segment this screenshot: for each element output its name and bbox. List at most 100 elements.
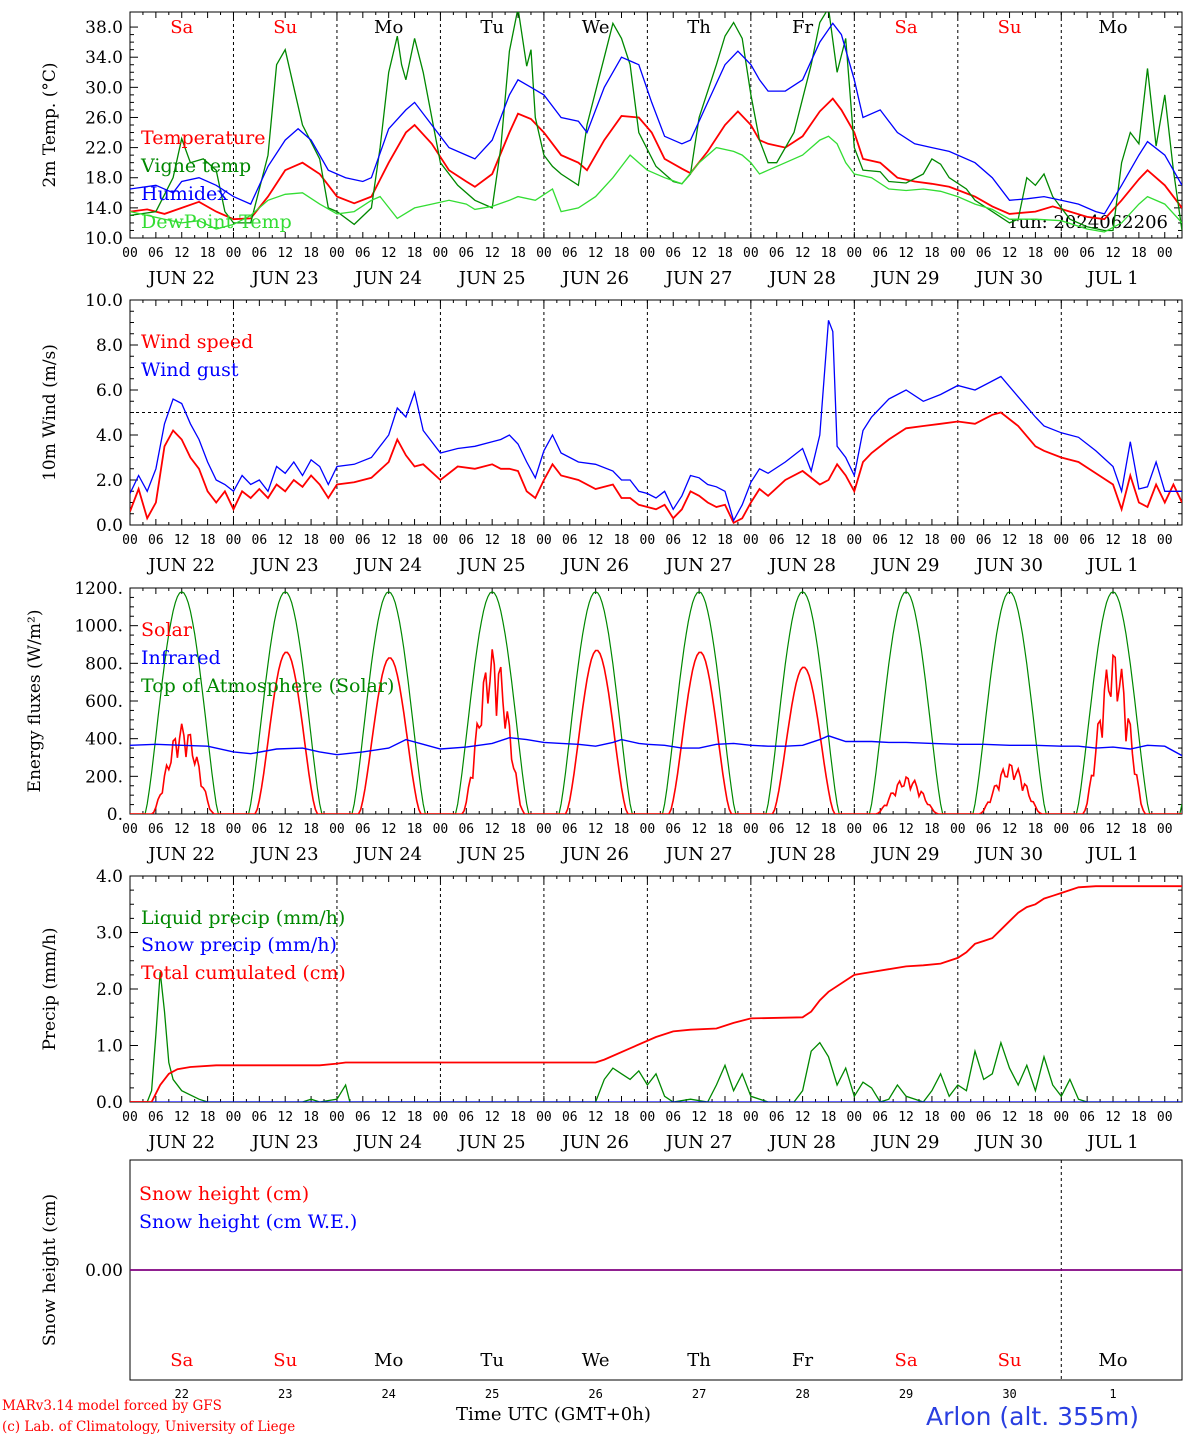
y-tick-label: 0.0	[96, 516, 123, 536]
date-label: JUN 29	[871, 844, 940, 865]
hour-tick-label: 06	[148, 822, 164, 837]
hour-tick-label: 00	[122, 533, 138, 548]
y-tick-label: 10.0	[85, 229, 123, 249]
day-number-label: 24	[381, 1387, 395, 1401]
hour-tick-label: 18	[200, 822, 216, 837]
legend-entry: Liquid precip (mm/h)	[141, 907, 345, 929]
hour-tick-label: 00	[329, 246, 345, 261]
date-label: JUN 27	[664, 844, 733, 865]
hour-tick-label: 12	[1002, 1110, 1018, 1125]
hour-tick-label: 12	[484, 1110, 500, 1125]
hour-tick-label: 06	[355, 246, 371, 261]
hour-tick-label: 18	[407, 822, 423, 837]
hour-tick-label: 12	[277, 533, 293, 548]
hour-tick-label: 12	[1002, 822, 1018, 837]
day-number-label: 27	[692, 1387, 706, 1401]
weekday-label: Tu	[480, 17, 504, 38]
hour-tick-label: 12	[588, 1110, 604, 1125]
date-label: JUN 25	[457, 555, 526, 576]
series-solar-line	[130, 649, 1182, 814]
legend-entry: Snow precip (mm/h)	[141, 934, 337, 956]
hour-tick-label: 12	[381, 533, 397, 548]
date-label: JUN 28	[767, 844, 836, 865]
weekday-label: Tu	[480, 1350, 504, 1371]
run-label: run: 2024062206	[1010, 212, 1168, 233]
date-label: JUN 23	[250, 268, 319, 289]
series-toa-solar-line	[130, 591, 1182, 814]
hour-tick-label: 18	[821, 1110, 837, 1125]
day-number-label: 23	[278, 1387, 292, 1401]
date-label: JUN 29	[871, 268, 940, 289]
hour-tick-label: 18	[1131, 533, 1147, 548]
hour-tick-label: 12	[795, 822, 811, 837]
weekday-label: Fr	[792, 1350, 813, 1371]
weekday-label: Mo	[1098, 1350, 1127, 1371]
hour-tick-label: 00	[1053, 246, 1069, 261]
hour-tick-label: 18	[924, 1110, 940, 1125]
date-label: JUN 24	[353, 268, 422, 289]
hour-tick-label: 06	[665, 822, 681, 837]
weekday-label: Th	[687, 17, 711, 38]
hour-tick-label: 06	[562, 822, 578, 837]
y-tick-label: 0.0	[96, 1093, 123, 1113]
weekday-label: Fr	[792, 17, 813, 38]
hour-tick-label: 00	[226, 822, 242, 837]
y-axis-label: Snow height (cm)	[40, 1194, 60, 1346]
hour-tick-label: 00	[536, 246, 552, 261]
hour-tick-label: 18	[1028, 246, 1044, 261]
date-label: JUN 23	[250, 555, 319, 576]
date-label: JUN 27	[664, 555, 733, 576]
hour-tick-label: 00	[743, 822, 759, 837]
hour-tick-label: 06	[355, 822, 371, 837]
hour-tick-label: 12	[795, 246, 811, 261]
hour-tick-label: 00	[950, 1110, 966, 1125]
hour-tick-label: 06	[872, 246, 888, 261]
date-label: JUN 30	[974, 268, 1043, 289]
hour-tick-label: 12	[174, 533, 190, 548]
hour-tick-label: 00	[329, 533, 345, 548]
date-label: JUN 30	[974, 844, 1043, 865]
legend-entry: Infrared	[141, 647, 221, 669]
hour-tick-label: 06	[148, 533, 164, 548]
weekday-label: Mo	[374, 1350, 403, 1371]
hour-tick-label: 06	[976, 1110, 992, 1125]
date-label: JUN 22	[146, 1132, 215, 1153]
hour-tick-label: 06	[976, 533, 992, 548]
y-tick-label: 1000.	[74, 617, 123, 637]
footer-credit-1: MARv3.14 model forced by GFS	[2, 1398, 222, 1414]
date-label: JUN 23	[250, 1132, 319, 1153]
y-tick-label: 200.	[85, 767, 123, 787]
hour-tick-label: 06	[252, 1110, 268, 1125]
hour-tick-label: 06	[562, 246, 578, 261]
hour-tick-label: 06	[1079, 822, 1095, 837]
y-tick-label: 10.0	[85, 291, 123, 311]
hour-tick-label: 06	[976, 822, 992, 837]
y-tick-label: 600.	[85, 692, 123, 712]
y-axis-label: 2m Temp. (°C)	[40, 62, 60, 187]
date-label: JUN 30	[974, 555, 1043, 576]
y-tick-label: 1200.	[74, 579, 123, 599]
day-number-label: 29	[899, 1387, 913, 1401]
series-dewpoint-templine	[130, 135, 1182, 233]
series-humidexline	[130, 22, 1182, 215]
y-tick-label: 400.	[85, 730, 123, 750]
hour-tick-label: 18	[1131, 822, 1147, 837]
hour-tick-label: 12	[1105, 1110, 1121, 1125]
hour-tick-label: 00	[1053, 533, 1069, 548]
hour-tick-label: 18	[614, 822, 630, 837]
hour-tick-label: 06	[1079, 533, 1095, 548]
legend-entry: Temperature	[141, 127, 265, 149]
date-label: JUL 1	[1085, 844, 1139, 865]
hour-tick-label: 18	[1131, 246, 1147, 261]
y-tick-label: 3.0	[96, 924, 123, 944]
hour-tick-label: 00	[433, 533, 449, 548]
hour-tick-label: 06	[976, 246, 992, 261]
date-label: JUN 24	[353, 555, 422, 576]
hour-tick-label: 06	[252, 533, 268, 548]
plot-frame	[129, 587, 1183, 815]
hour-tick-label: 12	[898, 1110, 914, 1125]
hour-tick-label: 06	[769, 822, 785, 837]
hour-tick-label: 18	[924, 822, 940, 837]
hour-tick-label: 00	[226, 1110, 242, 1125]
